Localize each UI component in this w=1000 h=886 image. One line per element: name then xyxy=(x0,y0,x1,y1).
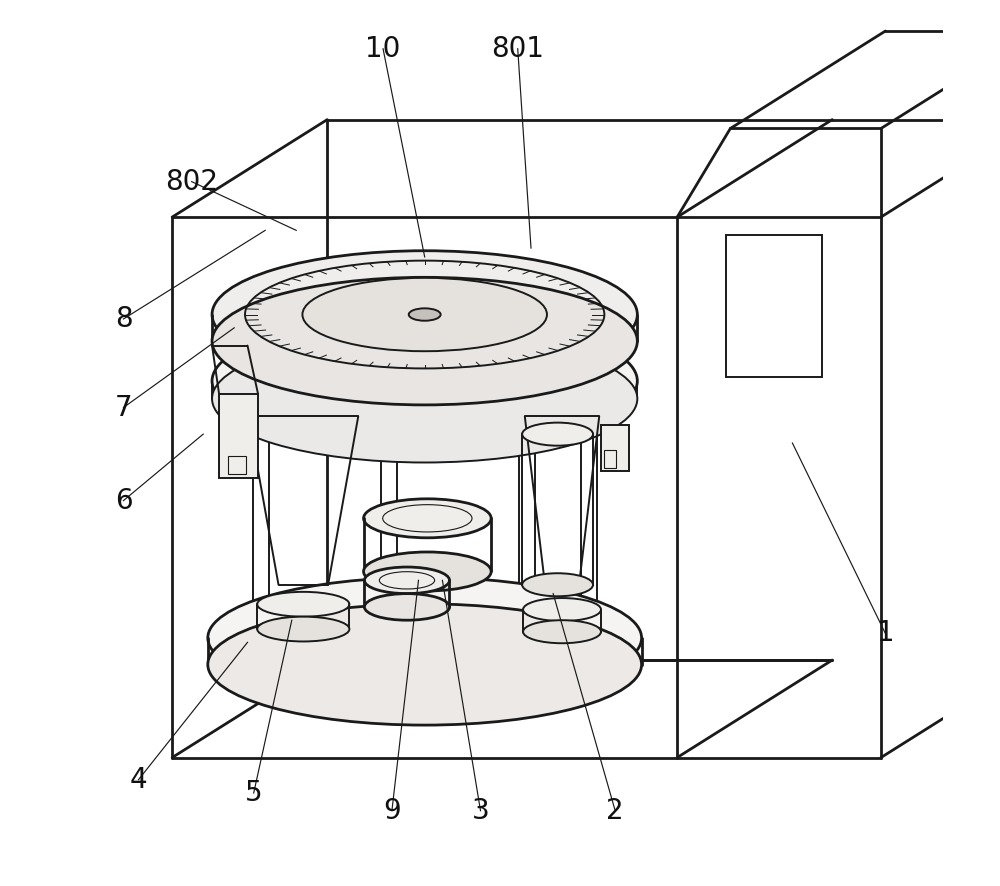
Text: 1: 1 xyxy=(877,619,894,648)
Ellipse shape xyxy=(208,604,642,725)
Text: 9: 9 xyxy=(383,797,401,825)
Bar xyxy=(601,425,629,471)
Ellipse shape xyxy=(257,617,349,641)
Bar xyxy=(228,456,246,474)
Ellipse shape xyxy=(522,423,593,446)
Ellipse shape xyxy=(212,251,637,378)
Text: 3: 3 xyxy=(472,797,489,825)
Ellipse shape xyxy=(302,278,547,351)
Text: 7: 7 xyxy=(115,393,132,422)
Text: 2: 2 xyxy=(606,797,624,825)
Text: 801: 801 xyxy=(491,35,544,63)
Ellipse shape xyxy=(523,598,601,621)
Ellipse shape xyxy=(212,317,637,445)
Ellipse shape xyxy=(257,592,349,617)
Ellipse shape xyxy=(364,567,449,594)
Text: 8: 8 xyxy=(115,305,132,333)
Ellipse shape xyxy=(364,552,491,591)
Bar xyxy=(604,450,616,468)
Ellipse shape xyxy=(364,499,491,538)
Text: 4: 4 xyxy=(130,766,147,794)
Ellipse shape xyxy=(212,335,637,462)
Ellipse shape xyxy=(364,594,449,620)
Ellipse shape xyxy=(523,620,601,643)
Text: 10: 10 xyxy=(365,35,401,63)
Ellipse shape xyxy=(208,578,642,698)
Text: 5: 5 xyxy=(245,779,263,807)
Ellipse shape xyxy=(522,573,593,596)
Bar xyxy=(726,235,822,377)
Ellipse shape xyxy=(409,308,441,321)
Text: 6: 6 xyxy=(115,486,132,515)
Text: 802: 802 xyxy=(165,167,218,196)
Bar xyxy=(219,394,258,478)
Ellipse shape xyxy=(212,277,637,405)
